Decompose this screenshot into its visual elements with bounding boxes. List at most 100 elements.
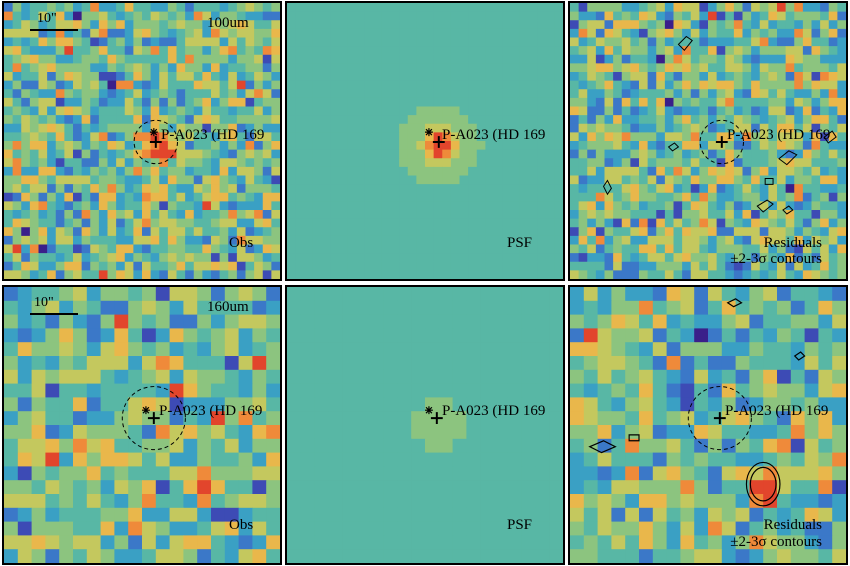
heat-pixel: [725, 158, 735, 168]
heat-pixel: [554, 46, 563, 56]
heat-pixel: [537, 192, 547, 202]
heat-pixel: [133, 28, 143, 38]
heat-pixel: [197, 383, 212, 398]
heat-pixel: [759, 244, 769, 254]
heat-pixel: [699, 235, 709, 245]
heat-pixel: [595, 115, 605, 125]
heat-pixel: [656, 149, 666, 159]
heat-pixel: [407, 28, 417, 38]
heat-pixel: [314, 452, 329, 467]
heat-pixel: [312, 46, 322, 56]
heat-pixel: [399, 89, 409, 99]
heat-pixel: [304, 63, 314, 73]
heat-pixel: [837, 227, 846, 237]
heat-pixel: [820, 218, 830, 228]
heat-pixel: [185, 141, 195, 151]
heat-pixel: [219, 28, 229, 38]
heat-pixel: [570, 342, 585, 357]
heat-pixel: [777, 466, 792, 481]
heat-pixel: [666, 507, 681, 523]
heat-pixel: [476, 166, 486, 176]
heat-pixel: [390, 132, 400, 142]
heat-pixel: [485, 63, 495, 73]
heat-pixel: [133, 11, 143, 21]
heat-pixel: [733, 97, 743, 107]
heat-pixel: [519, 235, 529, 245]
heat-pixel: [266, 342, 280, 357]
heat-pixel: [407, 175, 417, 185]
heat-pixel: [245, 158, 255, 168]
heat-pixel: [38, 201, 48, 211]
heat-pixel: [169, 521, 184, 536]
heat-pixel: [381, 80, 391, 90]
heat-pixel: [507, 494, 523, 509]
heat-pixel: [630, 192, 640, 202]
heat-pixel: [656, 80, 666, 90]
heat-pixel: [528, 97, 538, 107]
heat-pixel: [211, 80, 221, 90]
heat-pixel: [150, 54, 160, 64]
heat-pixel: [425, 314, 440, 329]
heat-pixel: [832, 287, 846, 302]
heat-pixel: [364, 46, 374, 56]
heat-pixel: [29, 46, 39, 56]
heat-pixel: [777, 132, 787, 142]
heat-pixel: [716, 166, 726, 176]
heat-pixel: [73, 397, 88, 412]
heat-pixel: [682, 11, 692, 21]
heat-pixel: [494, 244, 504, 254]
heat-pixel: [699, 141, 709, 151]
heat-pixel: [759, 20, 769, 30]
scale-label: 10": [37, 11, 57, 26]
heat-pixel: [90, 63, 100, 73]
heat-pixel: [330, 46, 340, 56]
heat-pixel: [252, 438, 267, 454]
heat-pixel: [390, 28, 400, 38]
heat-pixel: [502, 192, 512, 202]
heat-pixel: [716, 132, 726, 142]
heat-pixel: [211, 452, 226, 467]
heat-pixel: [777, 425, 792, 440]
heat-pixel: [211, 521, 226, 536]
heat-pixel: [578, 158, 588, 168]
heat-pixel: [219, 80, 229, 90]
heat-pixel: [304, 11, 314, 21]
heat-pixel: [468, 3, 478, 13]
heat-pixel: [142, 20, 152, 30]
heat-pixel: [266, 300, 280, 316]
heat-pixel: [55, 80, 65, 90]
heat-pixel: [356, 397, 371, 412]
heat-pixel: [347, 253, 357, 263]
heat-pixel: [356, 466, 371, 481]
heat-pixel: [630, 89, 640, 99]
heat-pixel: [211, 46, 221, 56]
heat-pixel: [383, 342, 398, 357]
heat-pixel: [73, 106, 83, 116]
heat-pixel: [721, 438, 737, 454]
heat-pixel: [690, 46, 700, 56]
heat-pixel: [639, 494, 654, 509]
heat-pixel: [314, 425, 329, 440]
heat-pixel: [804, 521, 819, 536]
heat-pixel: [150, 115, 160, 125]
heat-pixel: [45, 466, 60, 481]
heat-pixel: [511, 141, 521, 151]
heat-pixel: [716, 123, 726, 133]
heat-pixel: [73, 20, 83, 30]
heat-pixel: [142, 97, 152, 107]
heat-pixel: [321, 72, 331, 82]
heat-pixel: [621, 261, 631, 271]
heat-pixel: [407, 3, 417, 13]
heat-pixel: [399, 270, 409, 279]
heat-pixel: [664, 149, 674, 159]
heat-pixel: [338, 28, 348, 38]
heat-pixel: [369, 383, 385, 398]
heat-pixel: [742, 235, 752, 245]
heat-pixel: [107, 149, 117, 159]
heat-pixel: [794, 158, 804, 168]
heat-pixel: [725, 28, 735, 38]
heat-pixel: [45, 438, 60, 454]
heat-pixel: [90, 3, 100, 13]
heat-pixel: [338, 37, 348, 47]
heat-pixel: [519, 158, 529, 168]
